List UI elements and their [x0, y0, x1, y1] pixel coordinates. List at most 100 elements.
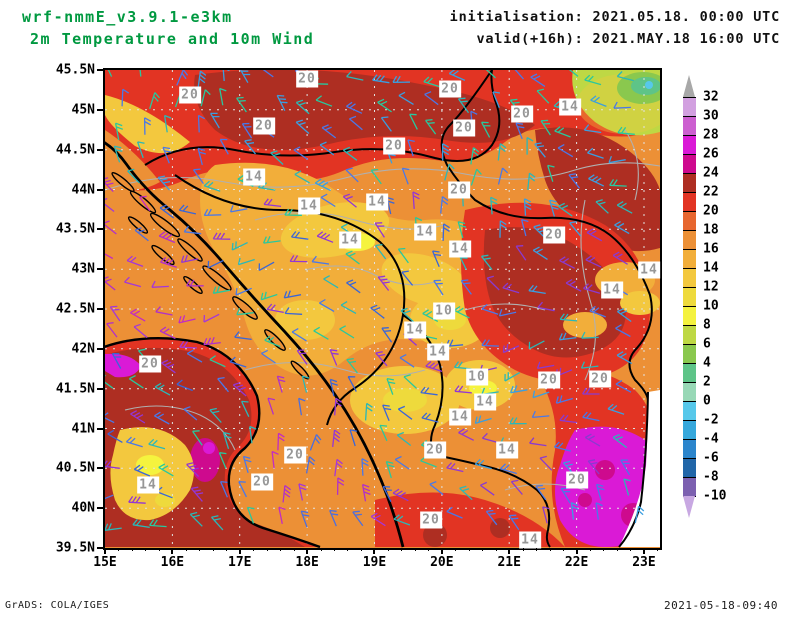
- colorbar-level-label: 24: [703, 165, 719, 181]
- lon-minor-tick: [468, 548, 470, 551]
- contour-value-label: 14: [601, 281, 623, 299]
- lon-minor-tick: [280, 548, 282, 551]
- colorbar-level-label: 4: [703, 355, 711, 371]
- colorbar-segment: [683, 401, 696, 420]
- lon-minor-tick: [199, 548, 201, 551]
- colorbar-level-label: 16: [703, 241, 719, 257]
- lat-tick-label: 45.5N: [55, 62, 95, 78]
- lon-tick-label: 15E: [93, 555, 117, 570]
- contour-value-label: 20: [253, 117, 275, 135]
- lon-tick: [508, 548, 511, 554]
- lat-tick-label: 40.5N: [55, 460, 95, 476]
- lat-tick-label: 41N: [71, 421, 95, 436]
- lon-minor-tick: [401, 548, 403, 551]
- colorbar-level-label: 12: [703, 279, 719, 295]
- init-time-label: initialisation: 2021.05.18. 00:00 UTC: [449, 9, 780, 25]
- colorbar-segment: [683, 382, 696, 401]
- colorbar-tick: [683, 344, 696, 345]
- lat-tick: [97, 108, 103, 111]
- colorbar-level-label: 22: [703, 184, 719, 200]
- colorbar-segment: [683, 249, 696, 268]
- colorbar-tick: [683, 268, 696, 269]
- lon-minor-tick: [118, 548, 120, 551]
- colorbar-level-label: -6: [703, 450, 719, 466]
- contour-value-label: 14: [339, 231, 361, 249]
- lon-minor-tick: [185, 548, 187, 551]
- lon-tick-label: 16E: [160, 555, 185, 570]
- lon-tick: [104, 548, 106, 554]
- lon-minor-tick: [266, 548, 268, 551]
- colorbar-tick: [683, 211, 696, 212]
- colorbar-tick: [683, 325, 696, 326]
- lon-tick-label: 23E: [632, 555, 656, 570]
- colorbar-segment: [683, 154, 696, 173]
- colorbar-segment: [683, 211, 696, 230]
- contour-value-label: 20: [179, 86, 201, 104]
- lon-minor-tick: [603, 548, 605, 551]
- colorbar-segment: [683, 344, 696, 363]
- contour-value-label: 14: [559, 98, 581, 116]
- lat-tick-label: 45N: [71, 102, 95, 118]
- colorbar-segment: [683, 458, 696, 477]
- colorbar-segment: [683, 420, 696, 439]
- page-subtitle: 2m Temperature and 10m Wind: [30, 30, 315, 48]
- lon-tick: [306, 548, 309, 554]
- colorbar-tick: [683, 135, 696, 136]
- colorbar-tick: [683, 458, 696, 459]
- colorbar-segment: [683, 268, 696, 287]
- contour-value-label: 14: [137, 476, 159, 494]
- colorbar-tick: [683, 97, 696, 98]
- valid-time-label: valid(+16h): 2021.MAY.18 16:00 UTC: [476, 31, 780, 47]
- colorbar-tick: [683, 154, 696, 155]
- colorbar-segment: [683, 306, 696, 325]
- lat-tick-label: 43.5N: [55, 221, 95, 237]
- lat-tick-label: 44.5N: [55, 142, 95, 158]
- contour-value-label: 20: [420, 511, 442, 529]
- contour-value-label: 10: [466, 368, 488, 386]
- contour-value-label: 14: [427, 343, 449, 361]
- lon-minor-tick: [536, 548, 538, 551]
- lat-tick-label: 42N: [71, 341, 95, 357]
- lat-tick: [97, 547, 103, 549]
- map-canvas: 20 20 20 14 14 14 14 20 20 14 20 20 20 20 14 14 14 14 10 14…: [56, 63, 662, 570]
- colorbar-level-label: 30: [703, 108, 719, 124]
- colorbar-tick: [683, 249, 696, 250]
- lat-tick-label: 43N: [71, 261, 95, 277]
- lat-tick-label: 40N: [71, 500, 95, 516]
- lon-minor-tick: [145, 548, 147, 551]
- lon-minor-tick: [428, 548, 430, 551]
- lat-tick: [97, 427, 103, 430]
- colorbar-tick: [683, 306, 696, 307]
- lon-minor-tick: [333, 548, 335, 551]
- lon-tick: [373, 548, 376, 554]
- colorbar-tick: [683, 192, 696, 193]
- lon-tick: [642, 548, 645, 554]
- lon-minor-tick: [562, 548, 564, 551]
- lat-tick: [97, 228, 103, 231]
- contour-value-label: 20: [139, 355, 161, 373]
- lon-minor-tick: [495, 548, 497, 551]
- lon-minor-tick: [253, 548, 255, 551]
- colorbar-tick: [683, 230, 696, 231]
- colorbar-segment: [683, 439, 696, 458]
- contour-value-label: 14: [243, 168, 265, 186]
- contour-value-label: 14: [298, 197, 320, 215]
- contour-value-label: 10: [433, 302, 455, 320]
- lon-tick-label: 18E: [295, 555, 319, 570]
- colorbar-level-label: -2: [703, 412, 719, 428]
- colorbar-level-label: 32: [703, 89, 719, 105]
- lon-minor-tick: [522, 548, 524, 551]
- contour-value-label: 14: [474, 393, 496, 411]
- lon-tick-label: 21E: [497, 555, 521, 570]
- contour-value-label: 20: [383, 137, 405, 155]
- colorbar-level-label: -10: [703, 488, 727, 504]
- lon-tick: [440, 548, 443, 554]
- page-title: wrf-nmmE_v3.9.1-e3km: [22, 8, 233, 26]
- lat-tick-label: 42.5N: [55, 301, 95, 317]
- colorbar-segment: [683, 97, 696, 116]
- colorbar-segment: [683, 116, 696, 135]
- colorbar-level-label: 6: [703, 336, 711, 352]
- lat-tick: [97, 467, 103, 470]
- colorbar-segment: [683, 287, 696, 306]
- contour-value-label: 20: [589, 370, 611, 388]
